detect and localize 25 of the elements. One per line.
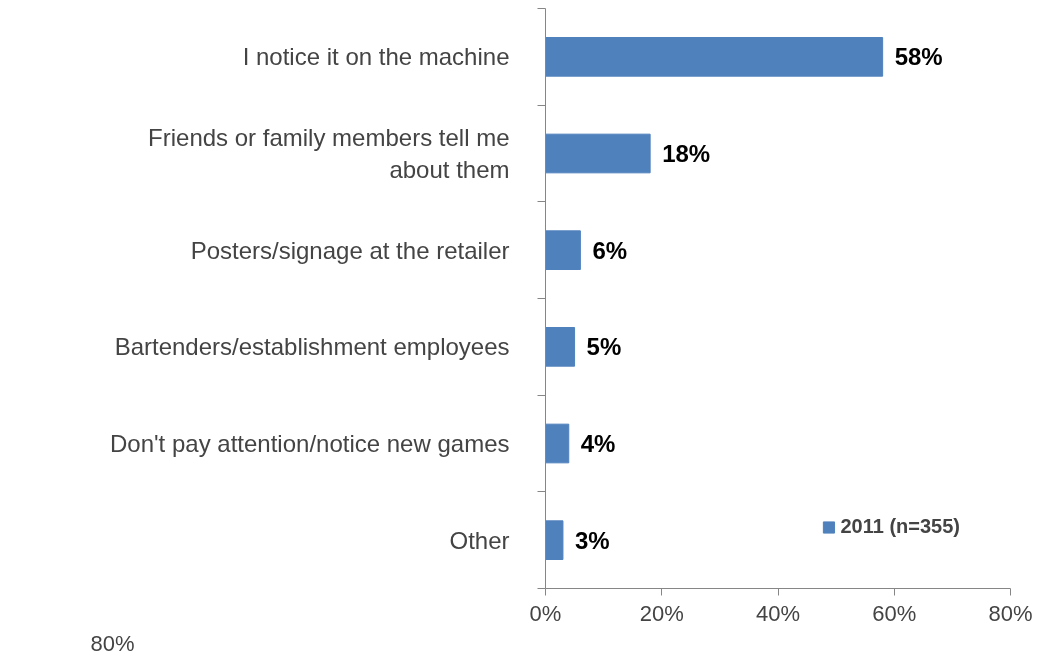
text: 80% — [90, 630, 135, 656]
data-label: 5% — [586, 333, 622, 361]
x-tick-label: 0% — [529, 600, 562, 626]
y-tick-label: Don't pay attention/notice new games — [110, 430, 510, 457]
y-tick-label: Bartenders/establishment employees — [114, 333, 510, 361]
data-label: 3% — [574, 526, 610, 554]
bar — [545, 230, 581, 270]
y-tick-label: I notice it on the machine — [242, 43, 510, 71]
bar — [545, 423, 570, 464]
bar — [545, 37, 884, 77]
x-tick-label: 20% — [639, 600, 684, 626]
y-tick-label: Posters/signage at the retailer — [190, 236, 510, 264]
x-tick-label: 60% — [872, 600, 917, 626]
data-label: 4% — [580, 430, 616, 457]
x-tick-label: 40% — [755, 600, 801, 626]
y-tick-label: Other — [449, 526, 510, 554]
data-label: 58% — [894, 43, 943, 71]
x-tick-label: 80% — [988, 600, 1033, 626]
legend-label: 2011 (n=355) — [840, 515, 960, 538]
y-tick-label: Friends or family members tell me about them — [148, 123, 510, 184]
data-label: 18% — [662, 140, 711, 167]
bar — [545, 520, 564, 560]
bar — [545, 133, 651, 174]
bar — [545, 327, 576, 367]
data-label: 6% — [592, 236, 628, 264]
